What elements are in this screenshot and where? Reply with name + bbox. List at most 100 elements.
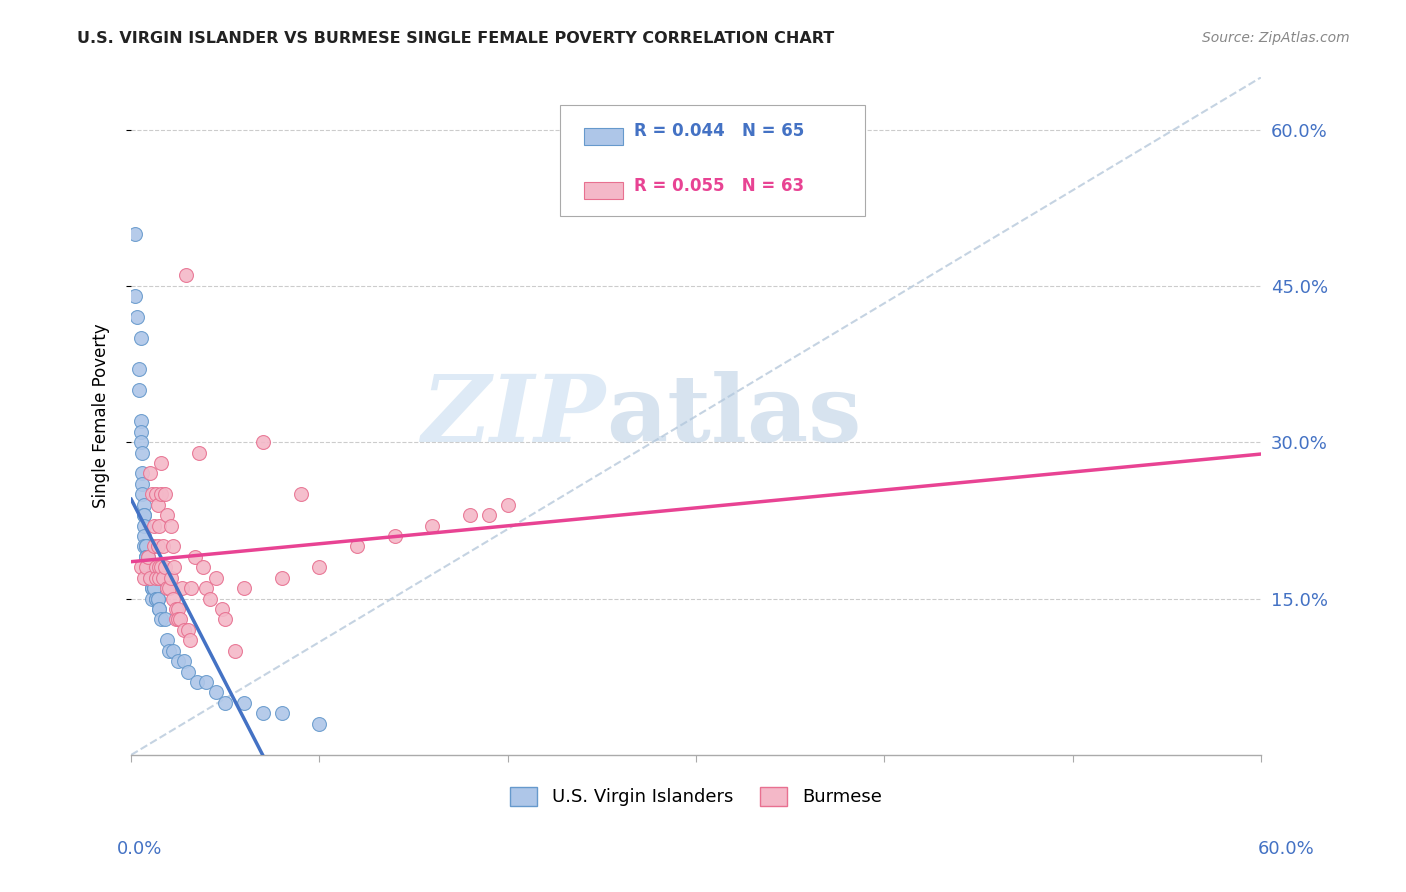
Point (131, 467, 153, 481)
Point (139, 571, 162, 585)
Point (136, 549, 159, 564)
Point (191, 560, 214, 574)
Point (153, 560, 176, 574)
Point (162, 540, 184, 554)
Point (145, 560, 167, 574)
Text: atlas: atlas (606, 371, 860, 461)
Point (139, 560, 162, 574)
Point (150, 487, 173, 501)
Point (139, 467, 162, 481)
Point (167, 654, 190, 668)
Point (422, 518, 444, 533)
Point (135, 549, 157, 564)
Point (187, 445, 209, 459)
Point (153, 612, 176, 626)
Point (184, 549, 207, 564)
Point (156, 581, 179, 595)
Text: 0.0%: 0.0% (117, 840, 162, 858)
Point (136, 560, 159, 574)
Text: 60.0%: 60.0% (1258, 840, 1315, 858)
Point (157, 581, 180, 595)
Point (152, 540, 174, 554)
Point (146, 591, 169, 606)
Point (179, 633, 201, 648)
Point (165, 602, 187, 616)
Point (142, 540, 165, 554)
Point (173, 623, 195, 637)
FancyBboxPatch shape (583, 183, 623, 200)
Point (173, 654, 195, 668)
Point (129, 435, 152, 450)
Point (195, 581, 218, 595)
Point (142, 518, 165, 533)
Point (131, 487, 153, 501)
Point (214, 612, 236, 626)
Y-axis label: Single Female Poverty: Single Female Poverty (93, 324, 110, 508)
Point (169, 612, 191, 626)
Point (270, 571, 292, 585)
Point (157, 643, 180, 657)
Point (176, 665, 198, 679)
Point (139, 571, 162, 585)
Text: ZIP: ZIP (422, 371, 606, 461)
Point (233, 581, 256, 595)
Text: R = 0.055   N = 63: R = 0.055 N = 63 (634, 177, 804, 194)
Point (134, 508, 156, 523)
FancyBboxPatch shape (561, 104, 866, 217)
Point (135, 560, 157, 574)
Point (128, 383, 150, 397)
Point (135, 540, 157, 554)
Point (141, 581, 163, 595)
Point (214, 696, 236, 710)
Point (124, 227, 146, 241)
Point (150, 560, 173, 574)
Point (156, 508, 179, 523)
Point (308, 560, 330, 574)
Point (135, 549, 157, 564)
Point (167, 602, 190, 616)
Point (142, 581, 165, 595)
Point (152, 571, 174, 585)
Point (139, 571, 162, 585)
Point (159, 571, 181, 585)
Point (131, 445, 153, 459)
Point (134, 508, 156, 523)
Point (170, 581, 193, 595)
Point (270, 706, 292, 721)
Point (141, 487, 163, 501)
Point (134, 498, 156, 512)
Point (129, 331, 152, 345)
Text: Source: ZipAtlas.com: Source: ZipAtlas.com (1202, 31, 1350, 45)
Point (145, 571, 167, 585)
Point (224, 643, 246, 657)
Point (136, 560, 159, 574)
Point (150, 456, 173, 470)
Point (134, 518, 156, 533)
Point (205, 571, 228, 585)
Point (146, 540, 169, 554)
Point (205, 685, 228, 699)
Point (139, 571, 162, 585)
Point (180, 581, 202, 595)
Point (478, 508, 501, 523)
Point (165, 612, 187, 626)
Point (496, 498, 519, 512)
Point (129, 425, 152, 439)
Point (135, 540, 157, 554)
Point (150, 612, 173, 626)
Point (129, 560, 152, 574)
Point (167, 612, 190, 626)
Point (139, 571, 162, 585)
Point (346, 540, 368, 554)
Point (139, 571, 162, 585)
Point (148, 602, 170, 616)
Point (146, 498, 169, 512)
Point (308, 716, 330, 731)
Text: R = 0.044   N = 65: R = 0.044 N = 65 (634, 122, 804, 140)
Point (290, 487, 312, 501)
Point (145, 487, 167, 501)
Point (159, 518, 181, 533)
Point (174, 268, 197, 283)
Point (186, 675, 208, 690)
Point (162, 643, 184, 657)
